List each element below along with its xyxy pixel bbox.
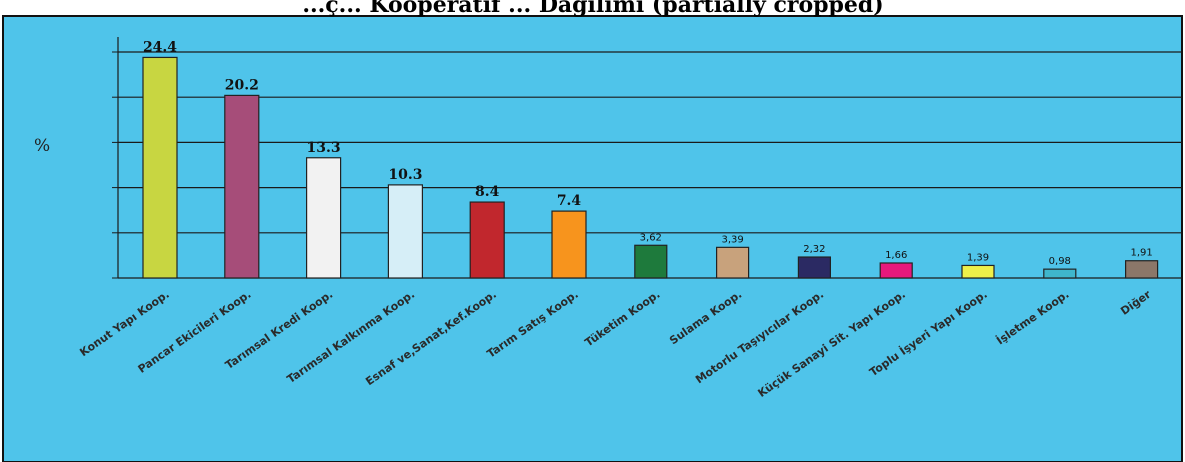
value-label: 24.4 <box>143 39 177 55</box>
value-label: 1,66 <box>885 250 907 261</box>
bars <box>142 56 1159 279</box>
value-label: 3,62 <box>640 232 662 243</box>
gridlines <box>112 37 1182 279</box>
value-label: 3,39 <box>721 234 743 245</box>
chart-title: ...ç... Kooperatif ... Dağılımı (partial… <box>302 0 883 18</box>
bar <box>224 94 260 279</box>
value-label: 1,39 <box>967 252 989 263</box>
bar <box>961 264 995 279</box>
value-label: 10.3 <box>388 167 422 183</box>
y-axis-label: % <box>34 136 50 156</box>
value-label: 8.4 <box>475 184 500 200</box>
value-label: 20.2 <box>225 77 259 93</box>
bar <box>306 157 342 279</box>
bar <box>142 56 178 279</box>
bar <box>1043 268 1077 279</box>
value-label: 0,98 <box>1049 256 1071 267</box>
value-label: 2,32 <box>803 244 825 255</box>
chart-background <box>2 15 1183 462</box>
bar <box>387 184 423 279</box>
value-label: 1,91 <box>1130 248 1152 259</box>
bar <box>634 244 668 279</box>
value-labels: 24.4 20.2 13.3 10.3 8.4 7.4 3,62 3,39 2,32 1,66 1,… <box>143 39 1153 267</box>
bar <box>1124 260 1159 279</box>
bar <box>551 210 587 279</box>
value-label: 13.3 <box>307 140 341 156</box>
bar <box>715 246 750 279</box>
bar <box>797 256 832 279</box>
value-label: 7.4 <box>557 193 582 209</box>
bar <box>879 262 913 279</box>
bar <box>469 201 505 279</box>
